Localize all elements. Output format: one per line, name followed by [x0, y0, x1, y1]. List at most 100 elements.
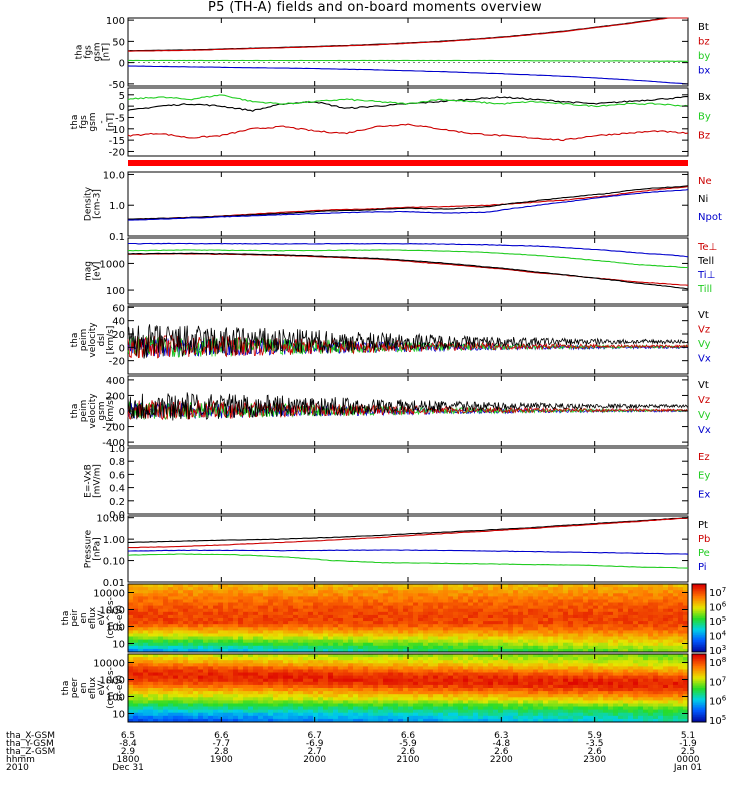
heatmap-cell: [563, 700, 569, 704]
heatmap-cell: [458, 681, 464, 686]
heatmap-cell: [463, 587, 469, 591]
heatmap-cell: [638, 605, 644, 610]
heatmap-cell: [383, 627, 389, 631]
heatmap-cell: [403, 645, 409, 650]
heatmap-cell: [558, 712, 564, 717]
heatmap-cell: [508, 605, 514, 610]
heatmap-cell: [608, 684, 614, 689]
heatmap-cell: [238, 624, 244, 628]
heatmap-cell: [553, 602, 559, 606]
heatmap-cell: [213, 642, 219, 647]
heatmap-cell: [368, 587, 374, 591]
heatmap-cell: [203, 596, 209, 600]
heatmap-cell: [203, 666, 209, 670]
heatmap-cell: [598, 669, 604, 673]
heatmap-cell: [398, 614, 404, 619]
heatmap-cell: [508, 718, 514, 723]
heatmap-cell: [243, 584, 249, 588]
heatmap-cell: [228, 614, 234, 619]
legend-Vx: Vx: [698, 354, 711, 365]
heatmap-cell: [498, 672, 504, 676]
heatmap-cell: [543, 712, 549, 717]
heatmap-cell: [293, 630, 299, 634]
heatmap-cell: [128, 691, 134, 695]
heatmap-cell: [313, 666, 319, 670]
heatmap-cell: [388, 669, 394, 673]
heatmap-cell: [138, 590, 144, 594]
heatmap-cell: [218, 593, 224, 597]
heatmap-cell: [473, 684, 479, 689]
heatmap-cell: [653, 621, 659, 625]
heatmap-cell: [598, 660, 604, 664]
heatmap-cell: [408, 663, 414, 667]
heatmap-cell: [513, 587, 519, 591]
heatmap-cell: [668, 621, 674, 625]
heatmap-cell: [233, 684, 239, 689]
heatmap-cell: [463, 697, 469, 701]
heatmap-cell: [468, 602, 474, 606]
heatmap-cell: [548, 709, 554, 714]
heatmap-cell: [308, 639, 314, 644]
series-group-peim_dsl: [127, 324, 689, 359]
heatmap-cell: [473, 678, 479, 683]
heatmap-cell: [303, 590, 309, 594]
heatmap-cell: [218, 627, 224, 631]
heatmap-cell: [198, 709, 204, 714]
heatmap-cell: [483, 657, 489, 661]
heatmap-cell: [433, 587, 439, 591]
heatmap-cell: [603, 636, 609, 640]
heatmap-cell: [518, 645, 524, 650]
heatmap-cell: [288, 654, 294, 658]
heatmap-cell: [378, 593, 384, 597]
heatmap-cell: [168, 599, 174, 603]
heatmap-cell: [678, 602, 684, 606]
heatmap-cell: [678, 636, 684, 640]
heatmap-cell: [323, 684, 329, 689]
heatmap-cell: [408, 688, 414, 692]
heatmap-cell: [538, 627, 544, 631]
heatmap-cell: [418, 654, 424, 658]
heatmap-cell: [243, 657, 249, 661]
heatmap-cell: [168, 718, 174, 723]
heatmap-cell: [333, 669, 339, 673]
heatmap-cell: [458, 608, 464, 613]
heatmap-cell: [368, 605, 374, 610]
heatmap-cell: [303, 678, 309, 683]
heatmap-cell: [563, 611, 569, 616]
heatmap-cell: [493, 599, 499, 603]
heatmap-cell: [403, 684, 409, 689]
heatmap-cell: [133, 587, 139, 591]
heatmap-cell: [128, 642, 134, 647]
heatmap-cell: [353, 663, 359, 667]
heatmap-cell: [203, 624, 209, 628]
heatmap-cell: [408, 678, 414, 683]
heatmap-cell: [548, 621, 554, 625]
heatmap-cell: [293, 621, 299, 625]
heatmap-cell: [383, 706, 389, 710]
heatmap-cell: [433, 709, 439, 714]
heatmap-cell: [428, 602, 434, 606]
heatmap-cell: [168, 654, 174, 658]
heatmap-cell: [558, 703, 564, 707]
heatmap-cell: [343, 694, 349, 698]
heatmap-cell: [443, 627, 449, 631]
heatmap-cell: [543, 633, 549, 637]
heatmap-cell: [568, 624, 574, 628]
heatmap-cell: [553, 678, 559, 683]
heatmap-cell: [468, 694, 474, 698]
heatmap-cell: [263, 678, 269, 683]
heatmap-cell: [428, 663, 434, 667]
heatmap-cell: [418, 636, 424, 640]
heatmap-cell: [543, 675, 549, 680]
heatmap-cell: [443, 657, 449, 661]
heatmap-cell: [328, 715, 334, 720]
heatmap-cell: [663, 584, 669, 588]
heatmap-cell: [453, 602, 459, 606]
heatmap-cell: [263, 608, 269, 613]
heatmap-cell: [283, 694, 289, 698]
heatmap-cell: [553, 590, 559, 594]
heatmap-cell: [373, 605, 379, 610]
heatmap-cell: [488, 657, 494, 661]
heatmap-cell: [553, 672, 559, 676]
heatmap-cell: [338, 639, 344, 644]
